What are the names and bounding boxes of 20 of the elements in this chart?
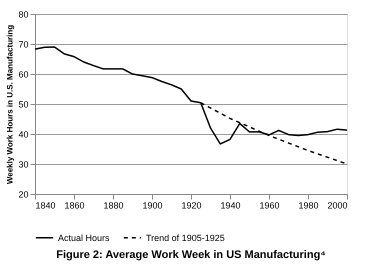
y-tick-label: 70 <box>18 40 28 50</box>
y-tick-label: 60 <box>18 70 28 80</box>
x-tick-label: 1860 <box>64 200 85 210</box>
y-tick-label: 20 <box>18 190 28 200</box>
y-tick-label: 40 <box>18 130 28 140</box>
x-tick-label: 1920 <box>181 200 202 210</box>
y-tick-label: 30 <box>18 160 28 170</box>
legend-label: Actual Hours <box>58 232 110 243</box>
y-tick-label: 50 <box>18 100 28 110</box>
text: Figure 2: Average Work Week in US Manufacturing⁴ <box>56 249 326 261</box>
x-tick-label: 2000 <box>327 200 348 210</box>
y-tick-label: 80 <box>18 10 28 20</box>
x-tick-label: 1980 <box>298 200 319 210</box>
legend-label: Trend of 1905-1925 <box>146 232 225 243</box>
x-tick-label: 1840 <box>36 200 56 210</box>
x-tick-label: 1900 <box>142 200 163 210</box>
x-tick-label: 1880 <box>103 200 124 210</box>
y-axis-title: Weekly Work Hours in U.S. Manufacturing <box>5 24 14 184</box>
x-tick-label: 1960 <box>259 200 280 210</box>
x-tick-label: 1940 <box>220 200 241 210</box>
